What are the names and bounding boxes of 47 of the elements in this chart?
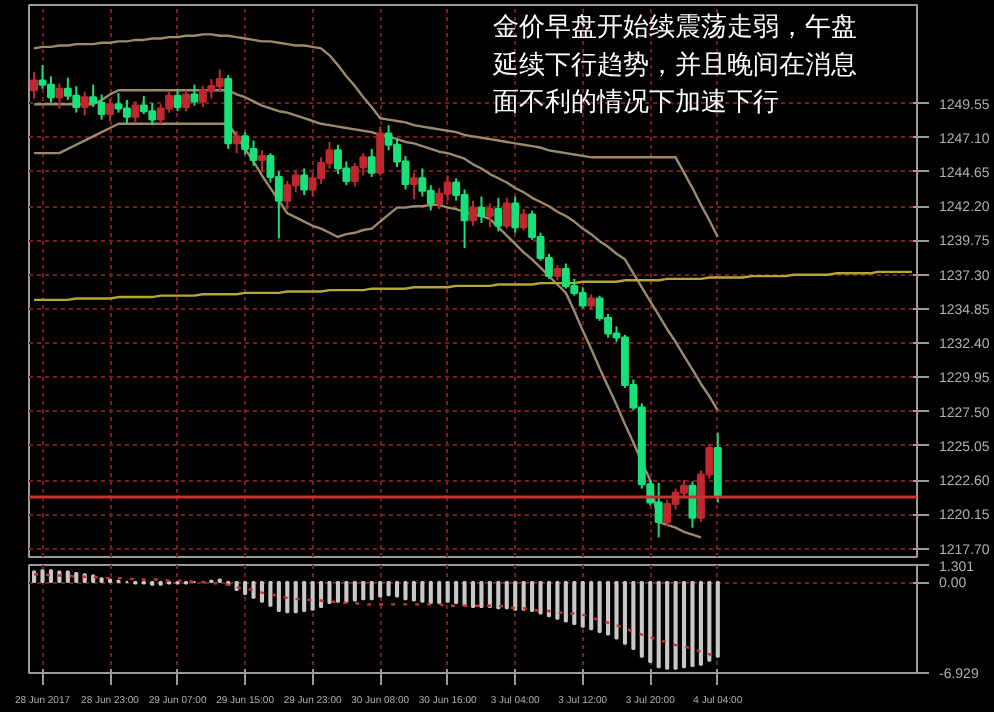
text: 金价早盘开始续震荡走弱，午盘延续下行趋势，并且晚间在消息面不利的情况下加速下行 bbox=[491, 13, 857, 118]
candlestick bbox=[182, 89, 190, 113]
candlestick bbox=[215, 68, 224, 93]
candlestick bbox=[258, 149, 266, 174]
candlestick bbox=[502, 196, 511, 230]
candlestick bbox=[578, 286, 587, 310]
candlestick bbox=[409, 171, 418, 201]
candlestick bbox=[654, 481, 663, 539]
candlestick bbox=[511, 195, 520, 234]
candlestick bbox=[435, 187, 444, 211]
candlestick bbox=[249, 139, 258, 167]
candlestick bbox=[418, 167, 427, 198]
candlestick bbox=[80, 90, 89, 117]
candlestick bbox=[367, 147, 376, 178]
candlestick bbox=[97, 93, 106, 121]
candlestick bbox=[232, 129, 241, 155]
candlestick bbox=[131, 100, 140, 124]
candlestick bbox=[148, 101, 157, 127]
candlestick bbox=[106, 97, 114, 122]
line-series bbox=[32, 122, 703, 539]
candlestick bbox=[173, 87, 182, 113]
candlestick bbox=[198, 85, 207, 109]
candlestick bbox=[207, 78, 216, 100]
line-series bbox=[32, 270, 914, 302]
candlestick bbox=[55, 82, 64, 110]
candlestick bbox=[300, 167, 309, 197]
candlestick bbox=[283, 180, 292, 211]
candlestick bbox=[469, 199, 477, 227]
candlestick bbox=[89, 83, 98, 109]
candlestick bbox=[485, 202, 494, 229]
candlestick bbox=[38, 64, 47, 90]
candlestick bbox=[350, 161, 359, 188]
candlestick bbox=[72, 85, 81, 114]
candlestick bbox=[519, 208, 528, 231]
candlestick bbox=[426, 184, 435, 212]
candlestick bbox=[443, 174, 452, 202]
candlestick bbox=[460, 188, 469, 250]
candlestick bbox=[241, 131, 250, 156]
candlestick bbox=[122, 99, 131, 125]
candlestick bbox=[477, 195, 486, 225]
candlestick bbox=[291, 168, 300, 194]
candlestick bbox=[114, 92, 123, 114]
candlestick bbox=[376, 125, 385, 177]
candlestick bbox=[494, 196, 503, 233]
candlestick bbox=[190, 83, 199, 107]
candlestick bbox=[30, 71, 39, 100]
candlestick bbox=[561, 262, 570, 290]
